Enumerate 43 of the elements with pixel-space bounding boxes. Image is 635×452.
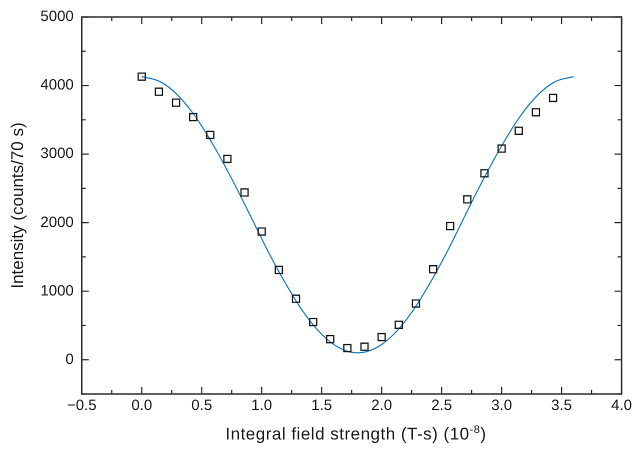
- point: [377, 332, 386, 342]
- x-tick-label: −0.5: [66, 397, 97, 414]
- text: 2.0: [371, 397, 392, 414]
- point: [223, 154, 232, 164]
- x-tick-label: 0.5: [191, 397, 212, 414]
- point: [154, 88, 164, 96]
- point: [343, 344, 352, 352]
- y-tick-label: 1000: [40, 282, 74, 300]
- y-tick-label: 0: [65, 350, 74, 368]
- point: [189, 112, 198, 122]
- point: [548, 94, 558, 102]
- text: 1.0: [251, 397, 272, 414]
- text: 4.0: [611, 397, 632, 414]
- point: [292, 294, 300, 303]
- y-tick-label: 2000: [40, 214, 74, 231]
- y-tick-label: 4000: [40, 76, 74, 94]
- point: [497, 144, 506, 153]
- point: [138, 72, 146, 81]
- point: [258, 227, 266, 236]
- point: [514, 126, 523, 135]
- point: [360, 342, 369, 351]
- point: [394, 320, 403, 329]
- point: [428, 265, 438, 274]
- y-tick-label: 5000: [40, 8, 74, 26]
- point: [480, 169, 489, 178]
- point: [412, 299, 420, 308]
- point: [463, 195, 472, 204]
- point: [172, 98, 180, 107]
- y-tick-label: 3000: [40, 145, 74, 162]
- x-axis-title: Integral field strength (T-s) (10$^{-8}$): [224, 424, 488, 445]
- point: [326, 334, 334, 344]
- text: 3.0: [491, 397, 512, 414]
- x-tick-label: 3.5: [551, 397, 572, 414]
- point: [308, 318, 318, 326]
- point: [446, 222, 454, 230]
- point: [532, 108, 540, 116]
- point: [206, 130, 214, 140]
- x-tick-label: 2.5: [431, 397, 452, 414]
- text: 0.0: [131, 397, 152, 414]
- x-tick-label: 1.5: [311, 397, 332, 414]
- y-axis-title: Intensity (counts/70 s): [8, 122, 27, 289]
- point: [240, 188, 249, 197]
- point: [274, 266, 284, 274]
